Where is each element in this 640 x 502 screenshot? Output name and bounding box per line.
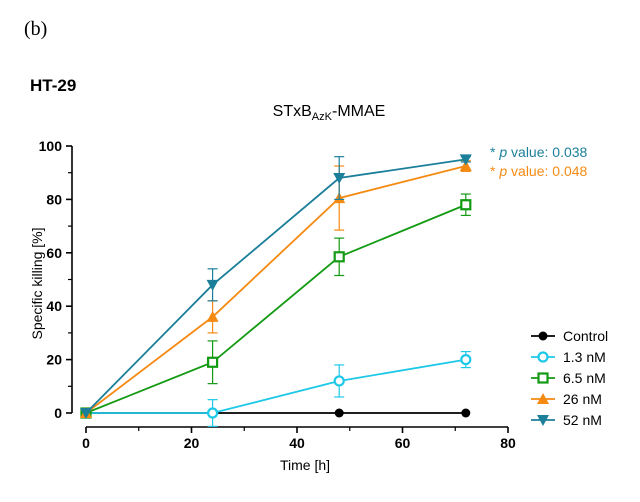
x-tick-label: 20 — [184, 435, 200, 451]
legend-marker — [537, 415, 549, 426]
data-point — [333, 173, 346, 185]
y-tick-label: 0 — [54, 405, 62, 421]
legend: Control 1.3 nM 6.5 nM 26 nM 52 nM — [531, 328, 608, 428]
y-tick-label: 20 — [46, 352, 62, 368]
data-point — [207, 407, 219, 419]
chart-title-subscript: AzK — [312, 111, 333, 123]
legend-item: 6.5 nM — [531, 370, 606, 386]
legend-item: 26 nM — [531, 391, 602, 407]
legend-marker — [537, 393, 549, 404]
x-tick-label: 60 — [395, 435, 411, 451]
data-point — [460, 199, 472, 211]
data-point — [460, 354, 472, 366]
p-value-annotation: * p value: 0.038 — [490, 144, 588, 160]
annotation-prefix: * — [490, 144, 499, 160]
data-point — [459, 160, 472, 172]
legend-item: 1.3 nM — [531, 349, 606, 365]
legend-marker — [537, 372, 549, 384]
data-point — [459, 154, 472, 166]
annotations: * p value: 0.038* p value: 0.048 — [490, 144, 588, 179]
series-3 — [80, 160, 472, 418]
series-line — [85, 203, 467, 414]
series-layer — [80, 154, 472, 427]
data-point — [333, 251, 345, 263]
legend-label: 1.3 nM — [563, 349, 606, 365]
series-line — [85, 158, 466, 414]
annotation-prefix: * — [490, 163, 499, 179]
axes: 0 20 40 60 80 0 20 40 60 80 100 Time [h] Specific ki… — [29, 138, 516, 473]
series-4 — [80, 154, 472, 419]
data-point — [206, 279, 219, 291]
y-tick-label: 40 — [46, 298, 62, 314]
y-tick-label: 80 — [46, 191, 62, 207]
legend-item: 52 nM — [531, 412, 602, 428]
p-value-annotation: * p value: 0.048 — [490, 163, 588, 179]
y-axis-label: Specific killing [%] — [29, 227, 45, 339]
chart-title-main: STxB — [273, 103, 312, 120]
x-tick-label: 0 — [82, 435, 90, 451]
panel-title: HT-29 — [30, 76, 77, 95]
legend-item: Control — [531, 328, 608, 344]
annotation-italic: p — [498, 163, 507, 179]
legend-marker — [538, 331, 548, 341]
panel-label: (b) — [24, 18, 48, 40]
annotation-text: value: 0.048 — [507, 163, 587, 179]
data-point — [334, 408, 344, 418]
legend-label: Control — [563, 328, 608, 344]
series-line — [85, 165, 467, 414]
chart-title: STxBAzK-MMAE — [273, 103, 386, 123]
series-line — [86, 358, 466, 414]
x-axis-label: Time [h] — [280, 457, 330, 473]
y-tick-label: 100 — [39, 138, 63, 154]
data-point — [207, 356, 219, 368]
legend-marker — [537, 351, 549, 363]
legend-label: 52 nM — [563, 412, 602, 428]
x-tick-label: 40 — [289, 435, 305, 451]
y-tick-label: 60 — [46, 245, 62, 261]
data-point — [333, 375, 345, 387]
chart-title-suffix: -MMAE — [332, 103, 385, 120]
series-1 — [80, 350, 472, 427]
annotation-italic: p — [498, 144, 507, 160]
series-2 — [80, 193, 472, 419]
legend-label: 26 nM — [563, 391, 602, 407]
x-tick-label: 80 — [500, 435, 516, 451]
data-point — [461, 408, 471, 418]
legend-label: 6.5 nM — [563, 370, 606, 386]
data-point — [206, 310, 219, 322]
data-point — [80, 408, 92, 419]
annotation-text: value: 0.038 — [507, 144, 587, 160]
